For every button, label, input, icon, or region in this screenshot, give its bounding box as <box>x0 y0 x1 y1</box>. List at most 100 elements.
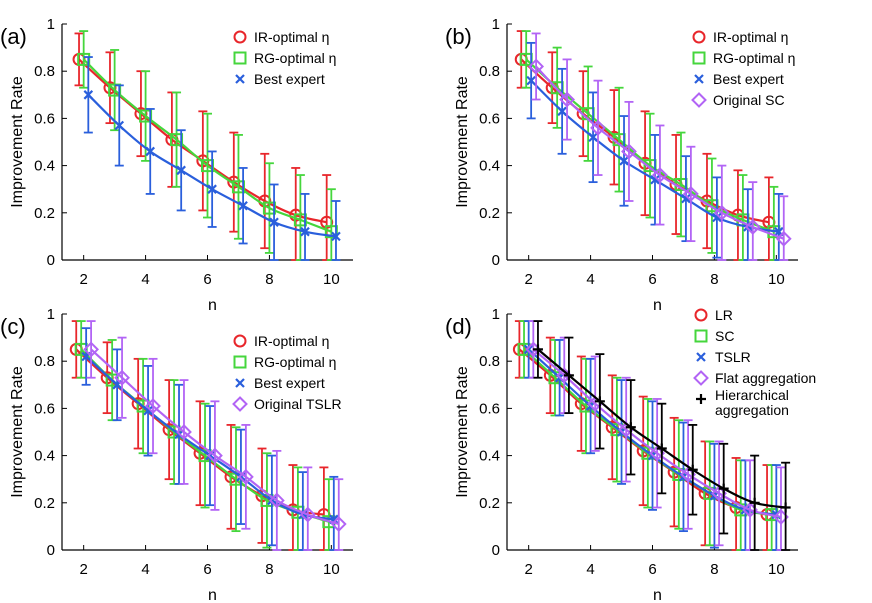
x-tick-label: 2 <box>524 271 532 288</box>
legend-marker <box>691 92 707 108</box>
series-original-sc <box>528 32 792 261</box>
data-point-marker <box>557 106 567 117</box>
y-tick-label: 1 <box>47 16 55 33</box>
data-point-marker <box>652 167 668 183</box>
y-tick-label: 0 <box>47 542 55 559</box>
x-tick-label: 8 <box>265 561 273 578</box>
legend-label: TSLR <box>715 349 751 365</box>
data-point-marker <box>237 468 254 485</box>
data-point-marker <box>269 217 279 228</box>
data-point-marker <box>176 424 192 440</box>
y-axis-label: Improvement Rate <box>9 76 26 208</box>
panel-label: (c) <box>0 314 26 339</box>
data-point-marker <box>563 370 574 381</box>
legend: LR SC TSLR Flat aggregationHierarchicalaggr… <box>693 307 816 418</box>
x-axis-label: n <box>208 297 217 314</box>
data-point-marker <box>712 212 722 223</box>
legend-label: RG-optimal η <box>254 50 336 66</box>
data-point-marker <box>650 174 660 185</box>
panel-label: (d) <box>445 314 472 339</box>
data-point-marker <box>619 156 629 166</box>
legend-marker <box>696 394 706 404</box>
legend-label: Original SC <box>713 92 785 108</box>
x-tick-label: 6 <box>648 561 656 578</box>
data-point-marker <box>744 219 761 235</box>
y-tick-label: 1 <box>47 306 55 323</box>
legend-marker <box>696 352 706 362</box>
legend-label: aggregation <box>715 402 789 418</box>
data-point-marker <box>143 405 153 416</box>
series-line <box>82 58 332 233</box>
data-point-marker <box>682 186 699 202</box>
y-tick-label: 0.8 <box>34 63 55 80</box>
x-tick-label: 2 <box>79 271 87 288</box>
x-tick-label: 4 <box>141 271 149 288</box>
y-tick-label: 0.4 <box>34 448 55 465</box>
data-point-marker <box>713 204 730 221</box>
x-tick-label: 6 <box>203 561 211 578</box>
legend-label: Best expert <box>254 71 325 87</box>
series-best-expert <box>83 56 341 261</box>
x-tick-label: 8 <box>710 271 718 288</box>
legend-label: Best expert <box>254 375 325 391</box>
legend-label: Flat aggregation <box>715 370 816 386</box>
data-point-marker <box>656 443 667 454</box>
panel-label: (b) <box>445 24 472 49</box>
series-line <box>532 348 782 519</box>
x-tick-label: 8 <box>265 271 273 288</box>
data-point-marker <box>775 230 792 247</box>
y-tick-label: 1 <box>492 306 500 323</box>
y-tick-label: 0.6 <box>479 400 500 417</box>
x-tick-label: 2 <box>524 561 532 578</box>
y-tick-label: 0.4 <box>479 448 500 465</box>
data-point-marker <box>145 398 161 414</box>
y-axis-label: Improvement Rate <box>454 76 471 208</box>
data-point-marker <box>749 497 760 508</box>
data-point-marker <box>83 341 100 358</box>
legend-label: RG-optimal η <box>713 50 795 66</box>
data-point-marker <box>559 91 575 108</box>
legend-marker <box>233 30 247 44</box>
legend-label: LR <box>715 307 733 323</box>
data-point-marker <box>331 231 341 242</box>
x-tick-label: 6 <box>648 271 656 288</box>
y-tick-label: 0.4 <box>479 158 500 175</box>
legend: IR-optimal η RG-optimal η Best expert Origi… <box>232 333 342 412</box>
y-tick-label: 0.8 <box>479 63 500 80</box>
data-point-marker <box>299 506 316 523</box>
data-point-marker <box>590 119 606 136</box>
legend-marker <box>233 355 247 369</box>
legend-marker <box>694 329 708 343</box>
legend-label: IR-optimal η <box>254 333 329 349</box>
legend-marker <box>235 378 245 388</box>
legend-marker <box>233 334 247 348</box>
legend: IR-optimal η RG-optimal η Best expert Origi… <box>691 29 795 108</box>
legend-label: IR-optimal η <box>713 29 788 45</box>
y-tick-label: 0.2 <box>479 205 500 222</box>
y-tick-label: 0.8 <box>34 353 55 370</box>
legend-marker <box>692 30 706 44</box>
data-point-marker <box>145 146 156 157</box>
legend-label: Original TSLR <box>254 396 342 412</box>
data-point-marker <box>532 344 543 355</box>
data-point-marker <box>588 132 598 143</box>
legend-marker <box>692 51 706 65</box>
x-axis-label: n <box>653 587 662 603</box>
x-tick-label: 8 <box>710 561 718 578</box>
series-original-tslr <box>83 320 347 551</box>
data-point-marker <box>114 369 130 386</box>
series-hierarchical-aggregation <box>532 320 791 551</box>
x-tick-label: 10 <box>768 271 785 288</box>
legend-label: Best expert <box>713 71 784 87</box>
panel-1: (a) 0 0.2 0.4 0.6 0.8 1 2 4 6 8 10 n Improvement Rate… <box>0 16 353 314</box>
panel-2: (b) 0 0.2 0.4 0.6 0.8 1 2 4 6 8 10 n Improvement Rate… <box>445 16 798 314</box>
data-point-marker <box>268 492 285 509</box>
y-tick-label: 0.6 <box>479 110 500 127</box>
x-tick-label: 6 <box>203 271 211 288</box>
y-tick-label: 1 <box>492 16 500 33</box>
data-point-marker <box>687 464 698 475</box>
x-tick-label: 10 <box>768 561 785 578</box>
y-tick-label: 0.6 <box>34 400 55 417</box>
legend-label: IR-optimal η <box>254 29 329 45</box>
